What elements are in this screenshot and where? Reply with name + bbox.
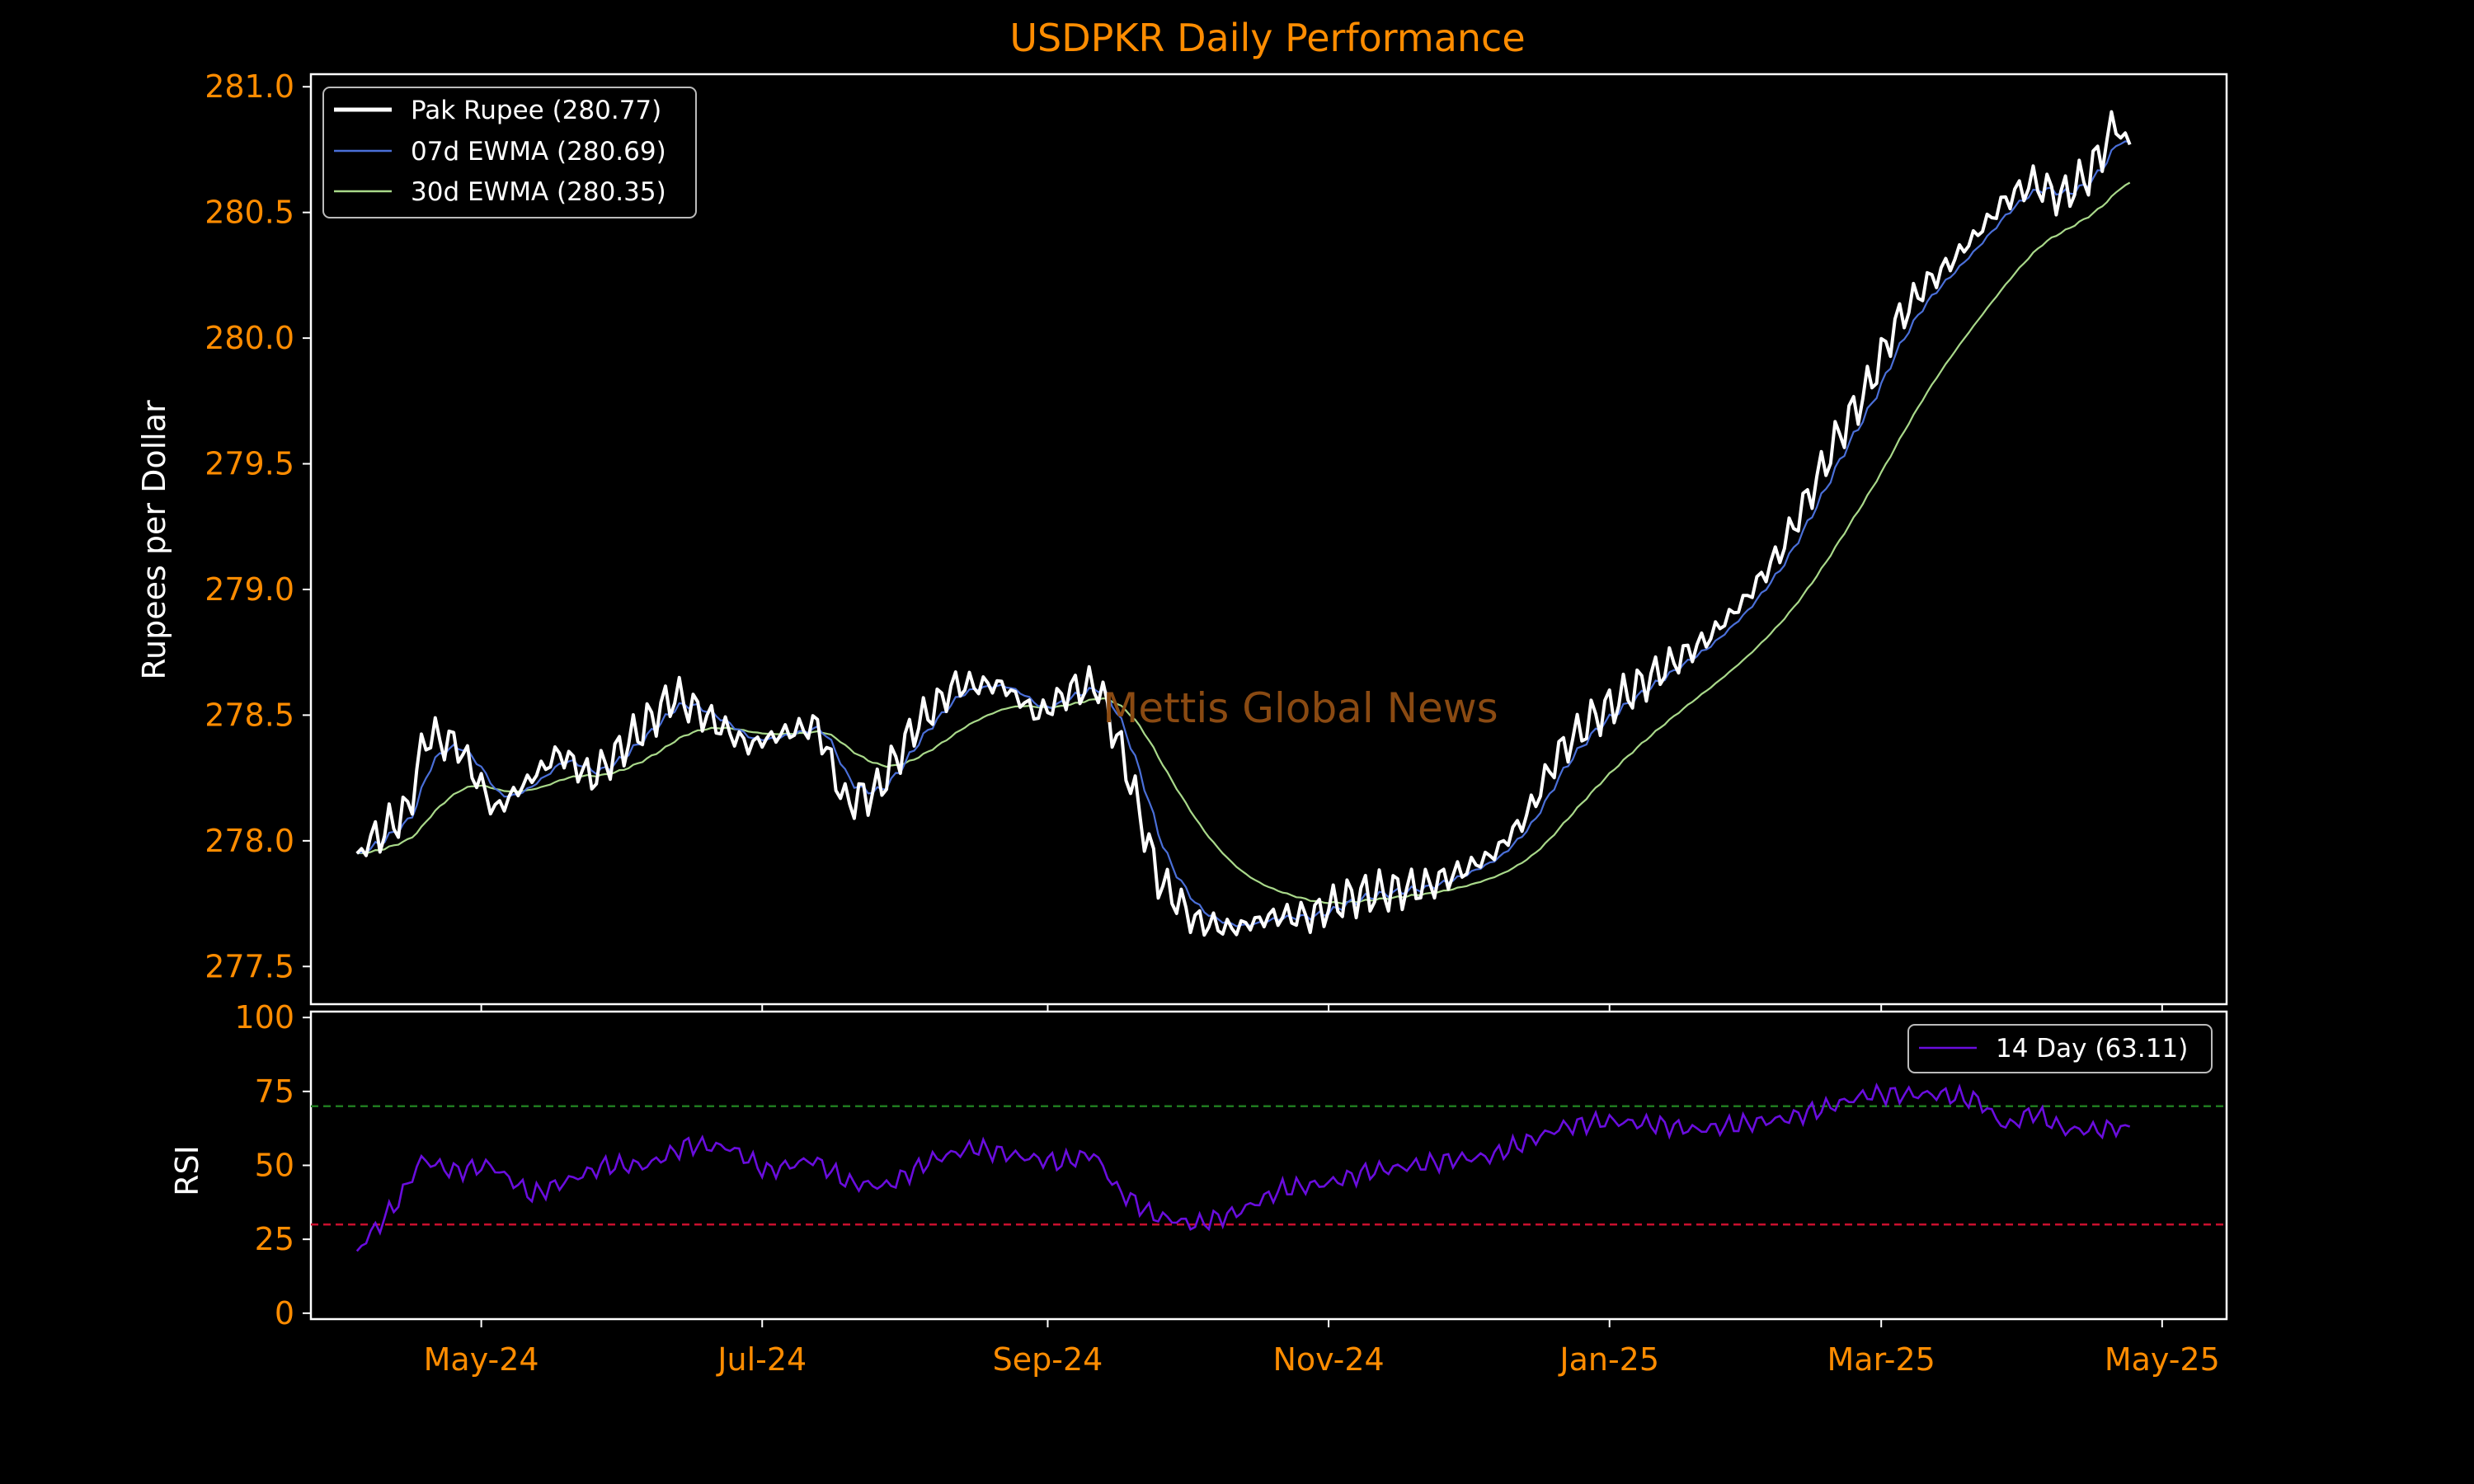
price-y-tick-label: 280.5 (205, 195, 294, 231)
legend-label-price: Pak Rupee (280.77) (411, 96, 661, 125)
price-legend-box (322, 87, 697, 218)
rsi-y-ticks: 0 25 50 75 100 (234, 999, 311, 1331)
x-axis: May-24 Jul-24 Sep-24 Nov-24 Jan-25 Mar-25 May-… (424, 1004, 2220, 1378)
series-line-ewma7 (356, 140, 2130, 928)
price-y-tick-label: 277.5 (205, 948, 294, 984)
rsi-y-tick-label: 25 (255, 1221, 294, 1257)
x-tick-label: Mar-25 (1827, 1341, 1935, 1378)
series-line-price (355, 110, 2132, 937)
rsi-legend: 14 Day (63.11) (1907, 1024, 2213, 1073)
x-tick-label: Jan-25 (1558, 1341, 1659, 1378)
price-y-tick-label: 279.5 (205, 446, 294, 482)
price-y-ticks: 277.5 278.0 278.5 279.0 279.5 280.0 280.5 281.0 (205, 68, 311, 984)
price-y-tick-label: 281.0 (205, 68, 294, 105)
series-line-rsi (355, 1082, 2131, 1252)
legend-label-rsi: 14 Day (63.11) (1996, 1034, 2188, 1064)
price-y-axis-label: Rupees per Dollar (136, 400, 172, 680)
price-y-tick-label: 280.0 (205, 320, 294, 356)
legend-label-ewma30: 30d EWMA (280.35) (411, 177, 666, 207)
x-tick-label: Jul-24 (716, 1341, 807, 1378)
legend-label-ewma7: 07d EWMA (280.69) (411, 137, 666, 167)
x-tick-label: May-24 (424, 1341, 539, 1378)
rsi-y-axis-label: RSI (169, 1145, 205, 1196)
rsi-y-tick-label: 100 (234, 999, 294, 1036)
rsi-y-tick-label: 75 (255, 1073, 294, 1110)
price-panel: 277.5 278.0 278.5 279.0 279.5 280.0 280.5 281.0… (136, 68, 2228, 1006)
rsi-panel: 0 25 50 75 100 RSI 14 Day (63.11) (169, 999, 2228, 1331)
x-tick-label: Nov-24 (1272, 1341, 1384, 1378)
rsi-legend-box (1907, 1024, 2213, 1073)
x-tick-label: May-25 (2105, 1341, 2220, 1378)
price-y-tick-label: 279.0 (205, 571, 294, 608)
price-series-group (355, 110, 2132, 937)
price-legend: Pak Rupee (280.77) 07d EWMA (280.69) 30d… (322, 87, 697, 218)
watermark: Mettis Global News (1103, 684, 1498, 732)
rsi-y-tick-label: 0 (275, 1295, 294, 1331)
price-y-tick-label: 278.5 (205, 697, 294, 733)
price-y-tick-label: 278.0 (205, 823, 294, 859)
chart-title: USDPKR Daily Performance (1009, 16, 1525, 60)
series-line-ewma30 (356, 181, 2131, 905)
price-plot-frame (309, 73, 2228, 1006)
rsi-y-tick-label: 50 (255, 1148, 294, 1184)
x-tick-label: Sep-24 (993, 1341, 1103, 1378)
rsi-series-group (355, 1082, 2131, 1252)
